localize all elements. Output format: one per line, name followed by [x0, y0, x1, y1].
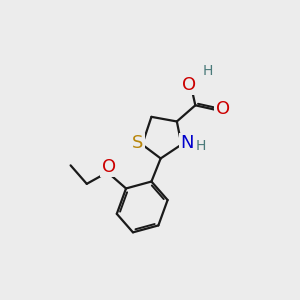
Text: H: H [195, 139, 206, 153]
Text: O: O [215, 100, 230, 118]
Text: S: S [132, 134, 144, 152]
Text: H: H [203, 64, 213, 78]
Text: O: O [102, 158, 116, 175]
Text: N: N [181, 134, 194, 152]
Text: O: O [182, 76, 197, 94]
